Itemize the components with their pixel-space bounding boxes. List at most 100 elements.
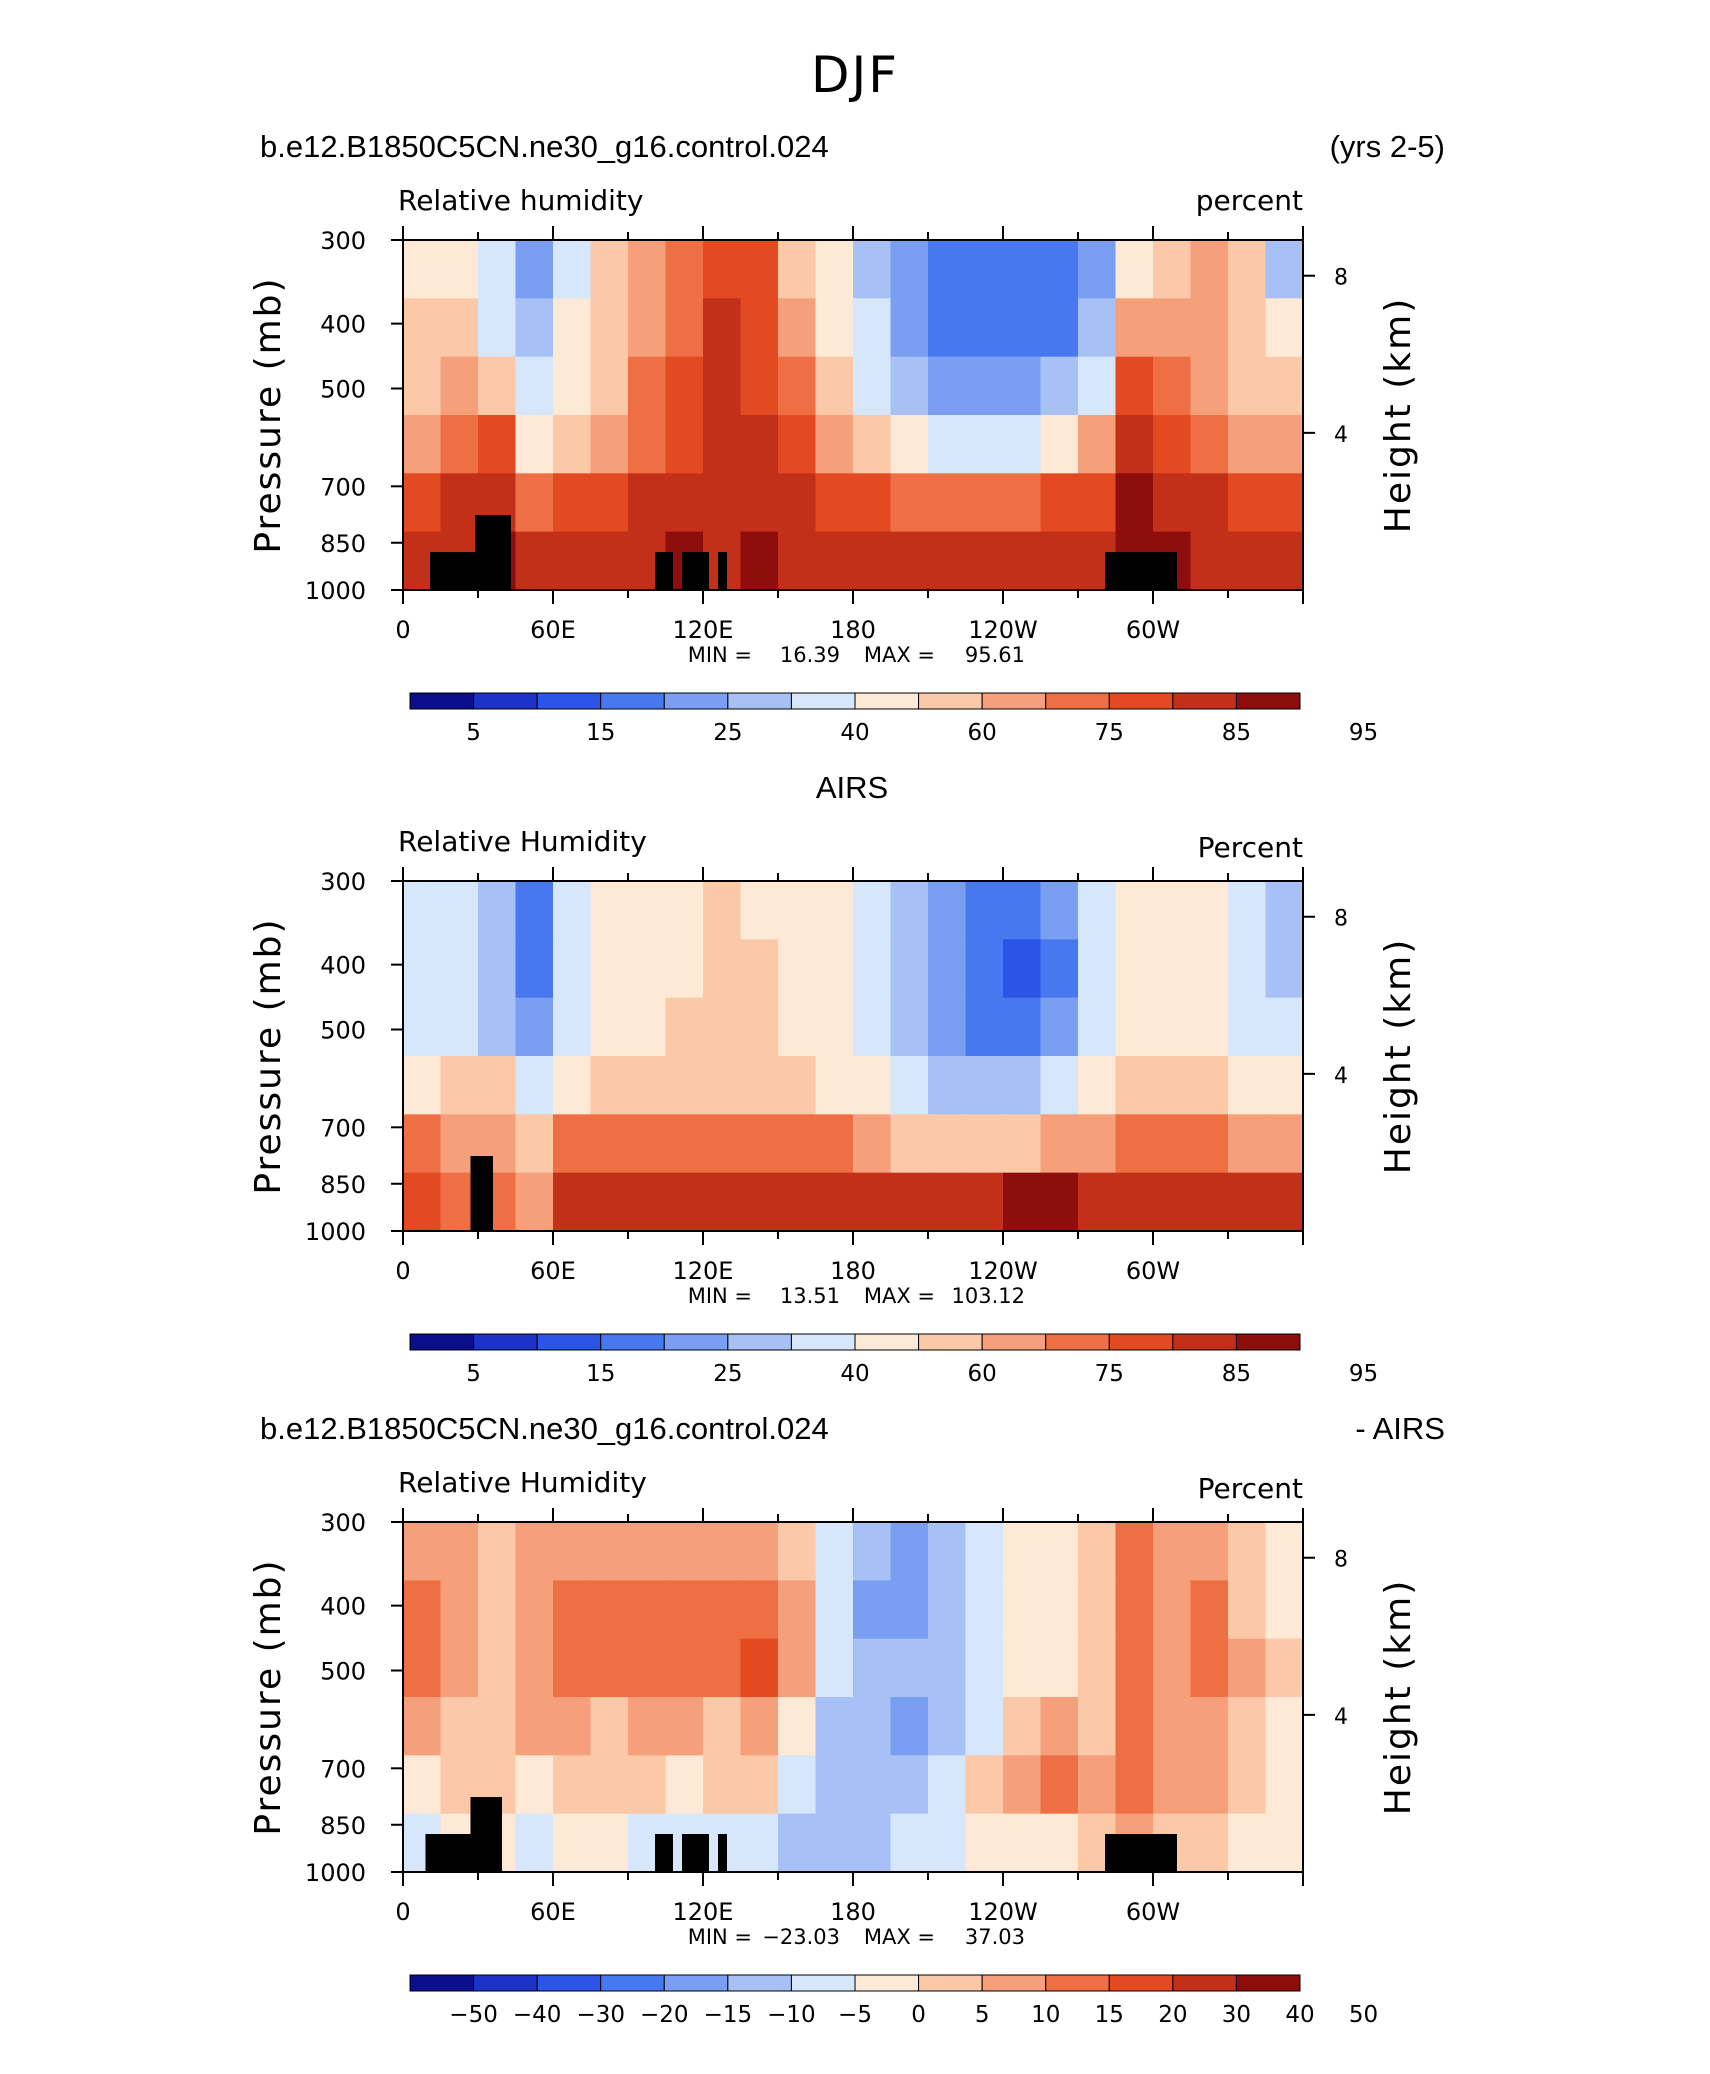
heatmap-cell bbox=[815, 1172, 854, 1232]
y-tick-label: 300 bbox=[320, 868, 366, 896]
y-tick-label: 850 bbox=[320, 530, 366, 558]
heatmap-cell bbox=[553, 356, 592, 416]
heatmap-cell bbox=[815, 1755, 854, 1815]
heatmap-cell bbox=[478, 1580, 517, 1640]
heatmap-cell bbox=[778, 415, 817, 474]
topography-mask bbox=[655, 552, 673, 590]
heatmap-cell bbox=[965, 1813, 1004, 1873]
heatmap-cell bbox=[1078, 1580, 1117, 1640]
heatmap-cell bbox=[440, 240, 479, 299]
heatmap-cell bbox=[815, 1522, 854, 1581]
heatmap-cell bbox=[553, 415, 592, 474]
heatmap-cell bbox=[853, 473, 892, 533]
panel-header-left: b.e12.B1850C5CN.ne30_g16.control.024 bbox=[260, 1411, 829, 1446]
heatmap-cell bbox=[740, 356, 779, 416]
heatmap-cell bbox=[1190, 1114, 1229, 1174]
colorbar-swatch bbox=[1235, 1974, 1301, 1992]
heatmap-cell bbox=[553, 1755, 592, 1815]
heatmap-cell bbox=[1153, 997, 1192, 1057]
max-label: MAX = bbox=[864, 1284, 935, 1308]
colorbar-swatch bbox=[536, 1333, 602, 1351]
heatmap-cell bbox=[628, 1755, 667, 1815]
y-axis-label: Pressure (mb) bbox=[248, 276, 289, 553]
heatmap-cell bbox=[1265, 473, 1304, 533]
heatmap-cell bbox=[515, 1522, 554, 1581]
heatmap-cell bbox=[590, 1522, 629, 1581]
heatmap-cell bbox=[1265, 1580, 1304, 1640]
colorbar-label: 60 bbox=[968, 1361, 997, 1387]
heatmap-cell bbox=[1265, 1522, 1304, 1581]
colorbar-swatch bbox=[854, 1333, 920, 1351]
heatmap-cell bbox=[890, 356, 929, 416]
heatmap-cell bbox=[1265, 356, 1304, 416]
heatmap-cell bbox=[590, 473, 629, 533]
heatmap-cell bbox=[440, 298, 479, 358]
heatmap-cell bbox=[665, 881, 704, 940]
heatmap-cell bbox=[1003, 939, 1042, 999]
heatmap-cell bbox=[628, 939, 667, 999]
x-tick-label: 120W bbox=[968, 1257, 1038, 1285]
y2-tick-label: 4 bbox=[1334, 423, 1348, 448]
heatmap-cell bbox=[740, 1580, 779, 1640]
y-tick-label: 700 bbox=[320, 1114, 366, 1142]
heatmap-cell bbox=[890, 997, 929, 1057]
heatmap-cell bbox=[1265, 298, 1304, 358]
colorbar-label: 5 bbox=[466, 720, 481, 746]
colorbar-swatch bbox=[981, 692, 1047, 710]
heatmap-cell bbox=[703, 1056, 742, 1115]
colorbar-label: 40 bbox=[840, 720, 869, 746]
heatmap-cell bbox=[1115, 1172, 1154, 1232]
heatmap-cell bbox=[1228, 1697, 1267, 1756]
colorbar-swatch bbox=[663, 1974, 729, 1992]
heatmap-cell bbox=[1003, 1522, 1042, 1581]
heatmap-cell bbox=[478, 1638, 517, 1698]
heatmap-cell bbox=[403, 240, 442, 299]
x-tick-label: 0 bbox=[395, 1898, 410, 1926]
heatmap-cell bbox=[778, 997, 817, 1057]
heatmap-cell bbox=[1228, 1580, 1267, 1640]
heatmap-cell bbox=[1003, 881, 1042, 940]
heatmap-cell bbox=[815, 415, 854, 474]
heatmap-cell bbox=[815, 531, 854, 591]
heatmap-cell bbox=[1115, 1056, 1154, 1115]
heatmap-cell bbox=[1153, 939, 1192, 999]
y-tick-label: 400 bbox=[320, 952, 366, 980]
y-tick-label: 1000 bbox=[305, 1218, 366, 1246]
heatmap-cell bbox=[1190, 1755, 1229, 1815]
topography-mask bbox=[655, 1834, 673, 1872]
heatmap-cell bbox=[1040, 1697, 1079, 1756]
heatmap-cell bbox=[778, 1522, 817, 1581]
colorbar-label: −20 bbox=[640, 2002, 689, 2028]
heatmap-cell bbox=[740, 473, 779, 533]
heatmap-cell bbox=[778, 1056, 817, 1115]
heatmap-cell bbox=[965, 240, 1004, 299]
heatmap-cell bbox=[740, 1638, 779, 1698]
heatmap-cell bbox=[1040, 1056, 1079, 1115]
heatmap-cell bbox=[1153, 415, 1192, 474]
heatmap-cell bbox=[1265, 1172, 1304, 1232]
heatmap-cell bbox=[403, 1755, 442, 1815]
heatmap-cell bbox=[928, 1114, 967, 1174]
heatmap-cell bbox=[665, 1755, 704, 1815]
heatmap-cell bbox=[890, 939, 929, 999]
page-title: DJF bbox=[810, 46, 899, 104]
heatmap-cell bbox=[1003, 531, 1042, 591]
heatmap-cell bbox=[1115, 240, 1154, 299]
heatmap-cell bbox=[403, 415, 442, 474]
heatmap-cell bbox=[665, 356, 704, 416]
heatmap-cell bbox=[1153, 881, 1192, 940]
colorbar-label: 20 bbox=[1158, 2002, 1187, 2028]
heatmap-cell bbox=[1153, 1056, 1192, 1115]
heatmap-cell bbox=[1153, 1522, 1192, 1581]
heatmap-cell bbox=[403, 1580, 442, 1640]
heatmap-cell bbox=[665, 415, 704, 474]
heatmap-cell bbox=[928, 240, 967, 299]
heatmap-cell bbox=[1190, 1056, 1229, 1115]
x-tick-label: 180 bbox=[830, 1257, 876, 1285]
heatmap-cell bbox=[553, 881, 592, 940]
x-tick-label: 120W bbox=[968, 616, 1038, 644]
heatmap-cell bbox=[740, 1172, 779, 1232]
heatmap-cell bbox=[478, 1056, 517, 1115]
heatmap-cell bbox=[815, 1638, 854, 1698]
heatmap-cell bbox=[665, 1522, 704, 1581]
